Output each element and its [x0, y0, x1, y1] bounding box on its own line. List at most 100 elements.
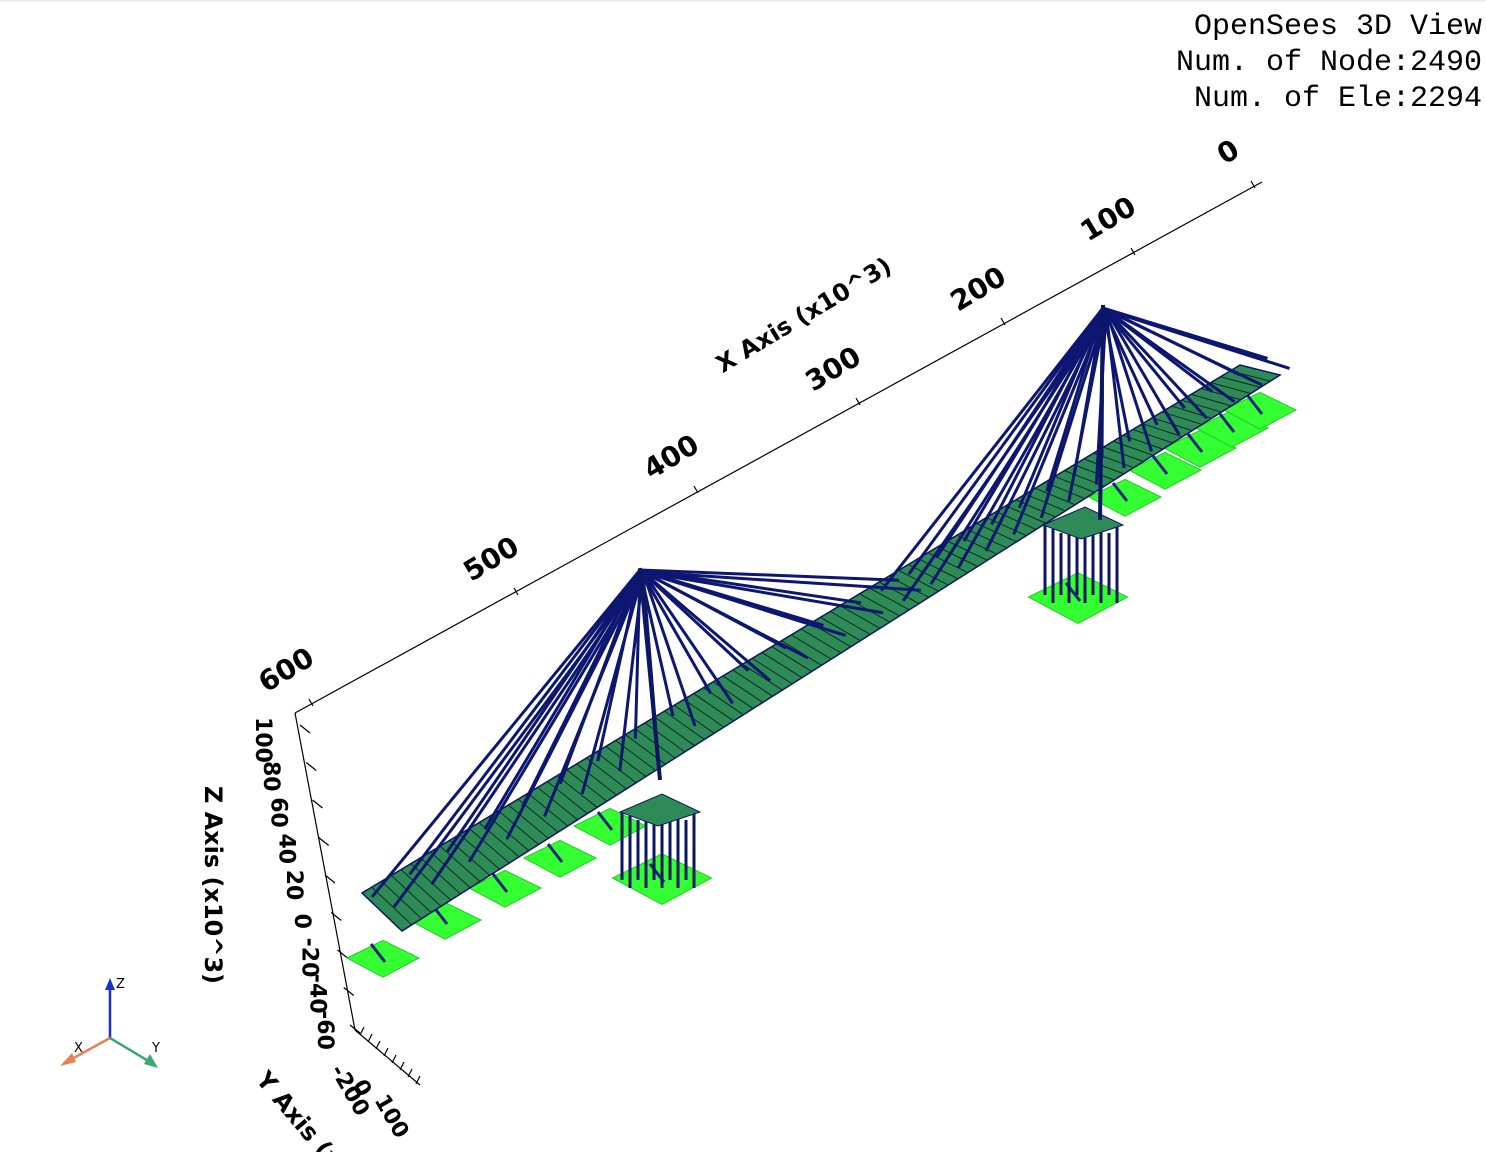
- deck-rib: [937, 546, 978, 567]
- deck-rib: [644, 722, 686, 753]
- z-tick-label: 100: [250, 717, 275, 763]
- deck-rib: [751, 657, 793, 685]
- deck-rib: [654, 716, 695, 747]
- view-title: OpenSees 3D View: [1194, 10, 1482, 44]
- x-tick: [513, 587, 519, 596]
- pile-cap: [596, 811, 614, 831]
- orient-x-label: X: [74, 1041, 83, 1056]
- z-tick-label: -40: [304, 974, 329, 1014]
- cable: [1017, 307, 1105, 509]
- deck-rib: [595, 751, 637, 784]
- deck-rib: [390, 875, 432, 913]
- z-tick-label: 20: [281, 870, 306, 901]
- deck-rib: [869, 587, 910, 611]
- cable: [642, 570, 921, 592]
- deck-rib: [917, 558, 959, 580]
- pier-cap: [618, 793, 702, 827]
- x-tick: [693, 485, 699, 494]
- cable: [642, 570, 809, 660]
- pier-cap: [1041, 506, 1125, 540]
- cable: [907, 307, 1105, 576]
- deck-rib: [400, 869, 442, 907]
- deck-rib: [722, 675, 764, 703]
- bridge-model: [345, 304, 1298, 978]
- deck-rib: [742, 663, 783, 691]
- deck-rib: [547, 781, 588, 815]
- x-tick: [1250, 180, 1256, 189]
- y-tick: [407, 1068, 413, 1078]
- orient-x-head: [60, 1053, 76, 1066]
- orient-x: [69, 1036, 111, 1062]
- y-tick: [367, 1033, 373, 1043]
- deck-rib: [508, 804, 549, 839]
- cable: [1101, 307, 1186, 410]
- deck-rib: [576, 763, 617, 796]
- z-tick: [312, 799, 323, 809]
- cable: [446, 569, 642, 853]
- cable: [642, 570, 772, 682]
- z-tick-label: -60: [312, 1010, 337, 1050]
- deck-rib: [566, 769, 608, 802]
- deck-rib: [439, 845, 481, 882]
- deck-rib: [664, 710, 705, 740]
- deck-rib: [800, 628, 842, 654]
- cable: [639, 568, 899, 582]
- x-tick: [1130, 247, 1136, 256]
- cable: [1072, 307, 1105, 475]
- deck-rib: [1083, 458, 1125, 475]
- z-tick: [318, 837, 330, 846]
- z-tick: [349, 1024, 361, 1034]
- cable: [638, 569, 675, 717]
- pile-cap: [369, 943, 387, 963]
- deck-rib: [459, 833, 500, 870]
- cable: [935, 307, 1105, 559]
- deck-rib: [429, 851, 471, 889]
- y-tick: [399, 1061, 405, 1071]
- deck-rib: [839, 605, 881, 629]
- deck-rib: [1132, 429, 1173, 444]
- z-tick: [337, 949, 348, 959]
- deck-rib: [468, 828, 510, 864]
- deck-rib: [771, 646, 812, 672]
- z-tick-label: 60: [266, 797, 291, 828]
- deck-rib: [1054, 476, 1095, 493]
- cable: [1105, 308, 1263, 387]
- deck-rib: [956, 534, 998, 555]
- deck-rib: [683, 698, 725, 728]
- pile-cap: [1246, 395, 1264, 415]
- x-tick: [1000, 317, 1006, 326]
- pile-cap: [1186, 433, 1204, 453]
- deck-rib: [1220, 376, 1261, 388]
- orient-z-head: [105, 978, 115, 990]
- z-tick: [299, 724, 311, 734]
- y-tick: [359, 1026, 365, 1036]
- cable: [1101, 307, 1159, 426]
- deck-rib: [371, 886, 413, 926]
- deck-rib: [1034, 487, 1076, 506]
- cable: [596, 569, 642, 762]
- z-tick-label: -20: [297, 938, 322, 978]
- node-count: Num. of Node:2490: [1176, 46, 1482, 80]
- x-tick: [855, 397, 861, 406]
- z-tick-label: 40: [273, 833, 298, 864]
- deck-rib: [761, 652, 803, 679]
- deck-rib: [732, 669, 773, 697]
- deck-rib: [966, 528, 1008, 549]
- cable: [370, 569, 642, 898]
- deck-rib: [1181, 399, 1222, 413]
- y-tick: [391, 1054, 397, 1064]
- cable: [633, 569, 642, 739]
- pile-cap: [1218, 413, 1236, 433]
- deck-rib: [790, 634, 832, 660]
- pile-cap: [491, 873, 509, 893]
- z-tick: [324, 874, 336, 884]
- cable: [1105, 308, 1236, 403]
- cable: [880, 307, 1105, 592]
- cable: [521, 569, 642, 808]
- cable: [641, 571, 734, 705]
- deck-rib: [1005, 505, 1047, 524]
- orientation-axes: Z X Y: [60, 977, 160, 1068]
- z-tick: [343, 987, 355, 996]
